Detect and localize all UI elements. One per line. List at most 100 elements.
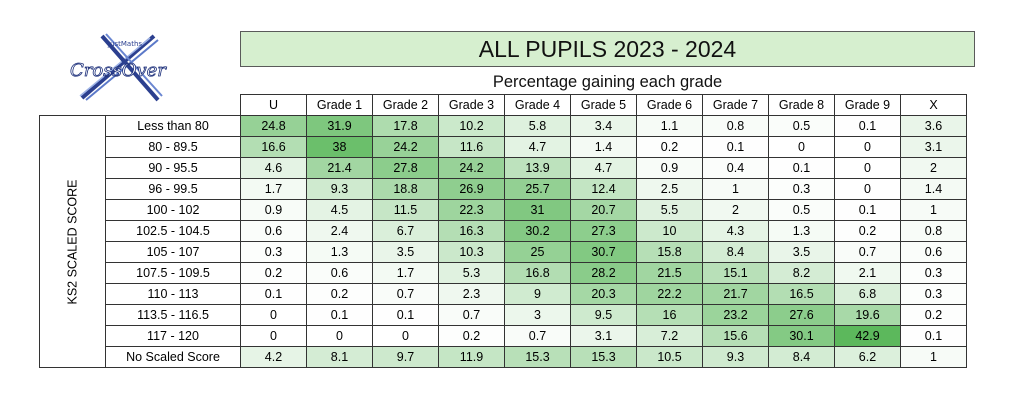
heatmap-cell: 0.1 — [900, 325, 967, 347]
heatmap-cell: 4.7 — [504, 136, 571, 158]
heatmap-cell: 1.1 — [636, 115, 703, 137]
table-row: No Scaled Score 4.2 8.1 9.7 11.9 15.3 15.3 10.5… — [40, 346, 967, 368]
heatmap-cell: 8.4 — [768, 346, 835, 368]
heatmap-cell: 1 — [702, 178, 769, 200]
header-blank — [40, 95, 106, 116]
heatmap-cell: 0.5 — [768, 115, 835, 137]
heatmap-cell: 20.3 — [570, 283, 637, 305]
heatmap-cell: 1.3 — [306, 241, 373, 263]
heatmap-cell: 3 — [504, 304, 571, 326]
column-header: Grade 4 — [504, 94, 571, 116]
heatmap-cell: 3.5 — [768, 241, 835, 263]
heatmap-cell: 24.8 — [240, 115, 307, 137]
table-row: 80 - 89.5 16.6 38 24.2 11.6 4.7 1.4 0.2 0.1 0 0 3.1 — [40, 136, 967, 158]
heatmap-cell: 8.1 — [306, 346, 373, 368]
heatmap-cell: 10.3 — [438, 241, 505, 263]
heatmap-cell: 0 — [768, 136, 835, 158]
row-label: 80 - 89.5 — [105, 136, 241, 158]
heatmap-cell: 3.5 — [372, 241, 439, 263]
table-row: 102.5 - 104.5 0.6 2.4 6.7 16.3 30.2 27.3 10 4.3 1… — [40, 220, 967, 242]
column-header: Grade 9 — [834, 94, 901, 116]
heatmap-cell: 0.1 — [240, 283, 307, 305]
column-header: Grade 8 — [768, 94, 835, 116]
heatmap-cell: 28.2 — [570, 262, 637, 284]
table-row: 90 - 95.5 4.6 21.4 27.8 24.2 13.9 4.7 0.9 0.4 0.1… — [40, 157, 967, 179]
heatmap-cell: 5.5 — [636, 199, 703, 221]
heatmap-cell: 0.2 — [438, 325, 505, 347]
header-row: U Grade 1 Grade 2 Grade 3 Grade 4 Grade 5 Grad… — [40, 94, 967, 116]
column-header: Grade 3 — [438, 94, 505, 116]
heatmap-cell: 9.3 — [702, 346, 769, 368]
heatmap-cell: 9.3 — [306, 178, 373, 200]
heatmap-cell: 30.1 — [768, 325, 835, 347]
heatmap-cell: 0 — [306, 325, 373, 347]
heatmap-cell: 27.3 — [570, 220, 637, 242]
heatmap-cell: 0.8 — [702, 115, 769, 137]
heatmap-cell: 0 — [240, 304, 307, 326]
heatmap-cell: 1 — [900, 199, 967, 221]
heatmap-cell: 0.7 — [438, 304, 505, 326]
heatmap-cell: 5.8 — [504, 115, 571, 137]
heatmap-cell: 0 — [834, 136, 901, 158]
heatmap-cell: 1.4 — [900, 178, 967, 200]
heatmap-cell: 4.6 — [240, 157, 307, 179]
row-label: 117 - 120 — [105, 325, 241, 347]
table-row: KS2 SCALED SCORE Less than 80 24.8 31.9 17.8… — [39, 115, 967, 368]
logo-small-text: JustMaths — [107, 40, 142, 48]
heatmap-cell: 0.4 — [702, 157, 769, 179]
heatmap-cell: 4.2 — [240, 346, 307, 368]
heatmap-cell: 0 — [834, 157, 901, 179]
row-label: 110 - 113 — [105, 283, 241, 305]
heatmap-cell: 2 — [702, 199, 769, 221]
heatmap-cell: 4.7 — [570, 157, 637, 179]
heatmap-cell: 0.3 — [240, 241, 307, 263]
heatmap-cell: 19.6 — [834, 304, 901, 326]
heatmap-cell: 1.4 — [570, 136, 637, 158]
heatmap-cell: 3.1 — [900, 136, 967, 158]
heatmap-cell: 0.1 — [372, 304, 439, 326]
heatmap-cell: 0.1 — [834, 199, 901, 221]
heatmap-cell: 16.5 — [768, 283, 835, 305]
heatmap-cell: 24.2 — [438, 157, 505, 179]
heatmap-cell: 0.2 — [636, 136, 703, 158]
column-header: Grade 1 — [306, 94, 373, 116]
crossover-logo: JustMaths CrossOver — [62, 30, 174, 106]
heatmap-cell: 9.5 — [570, 304, 637, 326]
column-header: U — [240, 94, 307, 116]
column-header: Grade 2 — [372, 94, 439, 116]
heatmap-cell: 0.1 — [306, 304, 373, 326]
heatmap-cell: 22.3 — [438, 199, 505, 221]
heatmap-cell: 0.7 — [504, 325, 571, 347]
heatmap-table: U Grade 1 Grade 2 Grade 3 Grade 4 Grade 5 Grad… — [39, 94, 967, 368]
logo-main-text: CrossOver — [70, 60, 167, 81]
column-header: Grade 7 — [702, 94, 769, 116]
heatmap-cell: 18.8 — [372, 178, 439, 200]
row-label: Less than 80 — [105, 115, 241, 137]
heatmap-cell: 0.2 — [306, 283, 373, 305]
heatmap-cell: 0.6 — [240, 220, 307, 242]
heatmap-cell: 22.2 — [636, 283, 703, 305]
heatmap-cell: 0.2 — [240, 262, 307, 284]
row-label: 102.5 - 104.5 — [105, 220, 241, 242]
table-row: 96 - 99.5 1.7 9.3 18.8 26.9 25.7 12.4 2.5 1 0.3 0 1… — [40, 178, 967, 200]
heatmap-cell: 2 — [900, 157, 967, 179]
heatmap-cell: 11.6 — [438, 136, 505, 158]
heatmap-cell: 16.3 — [438, 220, 505, 242]
header-blank — [106, 95, 241, 116]
heatmap-cell: 0.6 — [306, 262, 373, 284]
heatmap-cell: 31 — [504, 199, 571, 221]
row-label: 96 - 99.5 — [105, 178, 241, 200]
row-label: 107.5 - 109.5 — [105, 262, 241, 284]
heatmap-cell: 10.5 — [636, 346, 703, 368]
heatmap-cell: 25.7 — [504, 178, 571, 200]
heatmap-cell: 10 — [636, 220, 703, 242]
heatmap-cell: 0 — [372, 325, 439, 347]
heatmap-cell: 27.6 — [768, 304, 835, 326]
heatmap-cell: 21.4 — [306, 157, 373, 179]
heatmap-cell: 16.8 — [504, 262, 571, 284]
heatmap-cell: 1 — [900, 346, 967, 368]
heatmap-cell: 31.9 — [306, 115, 373, 137]
row-label: No Scaled Score — [105, 346, 241, 368]
column-header: Grade 6 — [636, 94, 703, 116]
heatmap-cell: 21.5 — [636, 262, 703, 284]
